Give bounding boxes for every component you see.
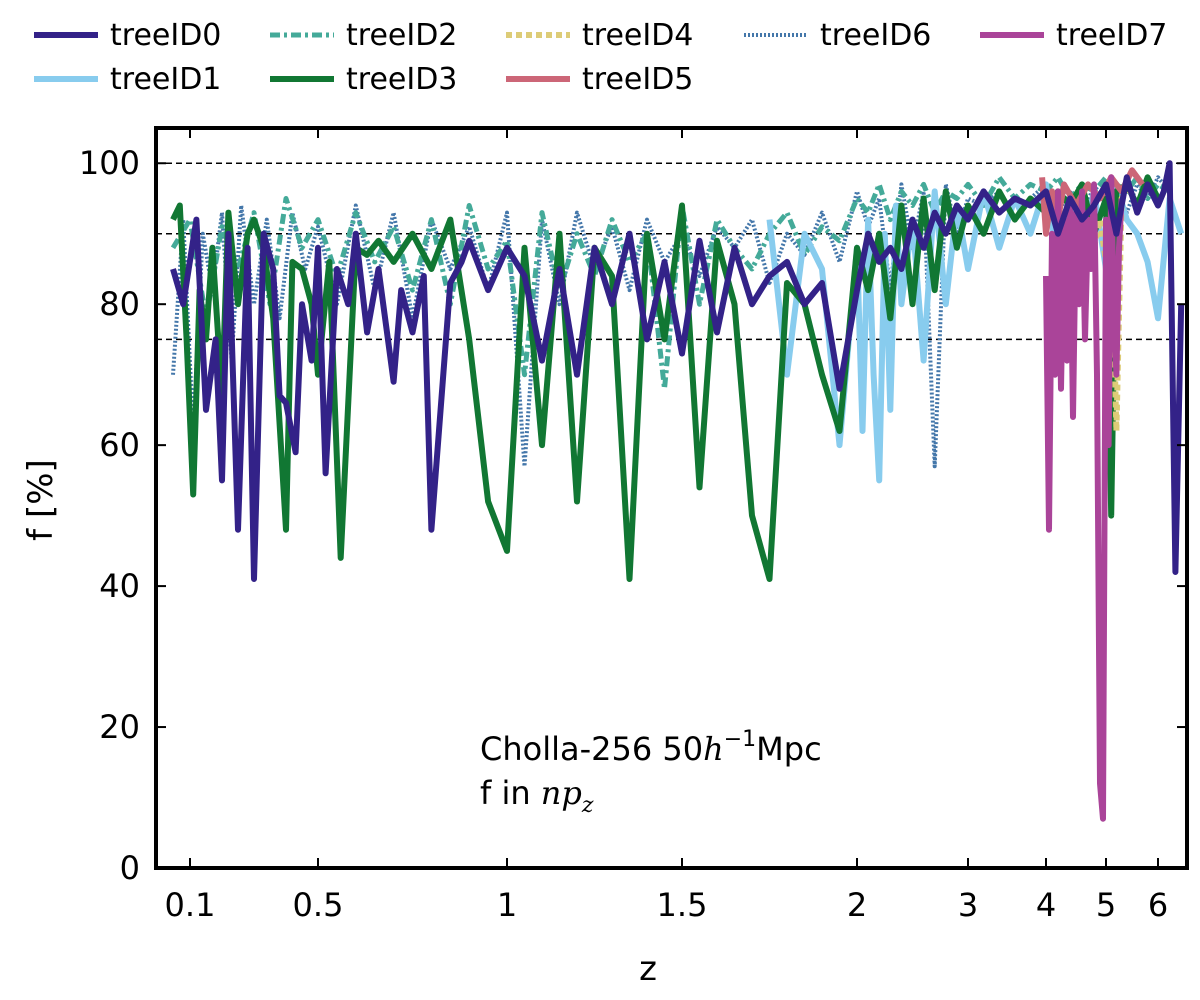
y-tick-label: 80 [99,285,140,323]
x-tick-label: 3 [958,886,978,924]
series-line-treeID0 [170,160,1185,582]
series-line-treeID7 [1043,174,1125,822]
x-tick-label: 2 [847,886,867,924]
x-tick-label: 5 [1096,886,1116,924]
y-axis-label: f [%] [21,459,61,541]
legend-label-treeID4: treeID4 [582,18,693,53]
annotation-line-1: Cholla-256 50h−1Mpc [480,727,822,768]
x-tick-label: 0.1 [165,886,216,924]
legend-label-treeID3: treeID3 [346,62,457,97]
x-axis: 0.1 0.5 1 1.5 2 3 4 5 6 [165,128,1168,924]
plot-frame [154,126,1189,870]
annotation-line-2: f in npz [480,774,594,818]
x-tick-label: 1.5 [657,886,708,924]
legend-label-treeID0: treeID0 [110,18,221,53]
series-layer [170,160,1185,822]
y-tick-label: 20 [99,708,140,746]
legend-label-treeID5: treeID5 [582,62,693,97]
y-tick-label: 40 [99,567,140,605]
y-tick-label: 0 [120,849,140,887]
legend-label-treeID2: treeID2 [346,18,457,53]
legend-label-treeID1: treeID1 [110,62,221,97]
y-tick-label: 60 [99,426,140,464]
x-tick-label: 0.5 [293,886,344,924]
y-tick-label: 100 [79,144,140,182]
legend-label-treeID7: treeID7 [1056,18,1167,53]
x-tick-label: 6 [1148,886,1168,924]
series-line-treeID3 [170,174,1161,582]
x-tick-label: 4 [1036,886,1056,924]
legend-label-treeID6: treeID6 [820,18,931,53]
y-axis: 0 20 40 60 80 100 [79,144,1187,887]
legend: treeID0 treeID2 treeID4 treeID6 treeID7 treeI… [34,18,1167,97]
x-axis-label: z [639,949,657,989]
x-tick-label: 1 [497,886,517,924]
